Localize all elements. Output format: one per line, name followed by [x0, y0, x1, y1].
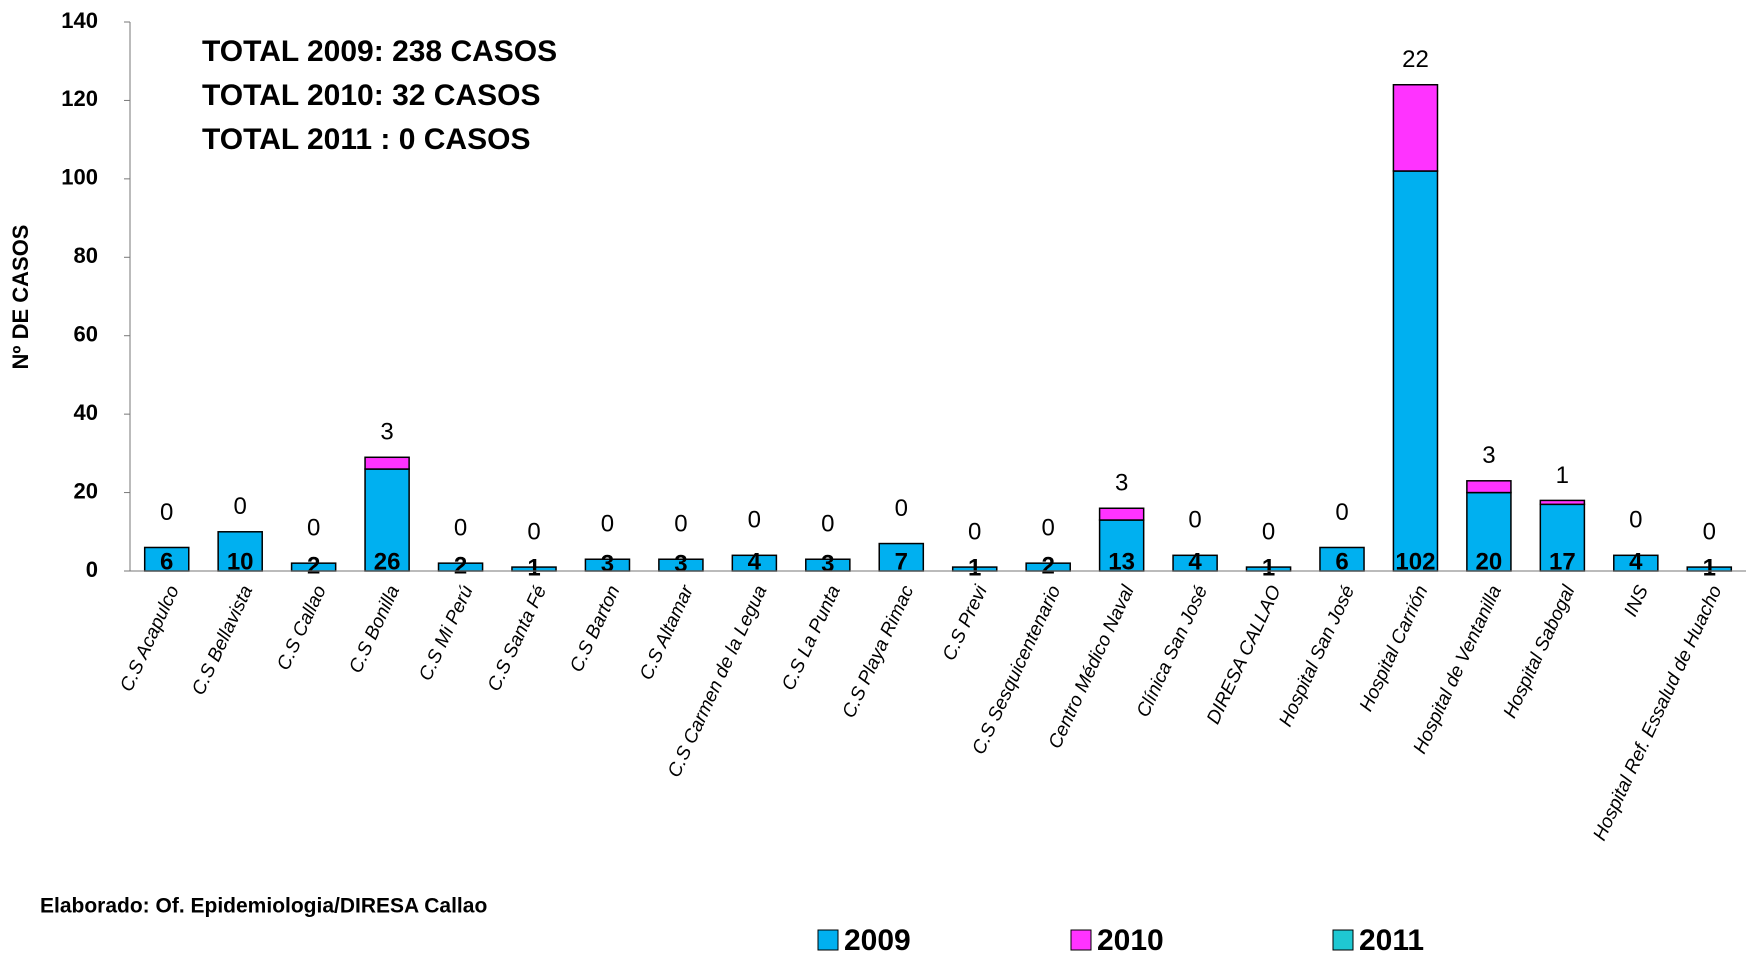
data-label: 2 — [454, 552, 467, 579]
data-label: 0 — [1335, 499, 1348, 526]
legend-swatch — [1332, 929, 1354, 951]
x-tick-label: Clínica San José — [1133, 582, 1212, 720]
x-tick-label: C.S Playa Rimac — [839, 582, 919, 721]
y-tick-label: 40 — [74, 400, 98, 425]
data-label: 3 — [1115, 470, 1128, 497]
annotation-box — [182, 16, 744, 206]
x-tick-label: C.S La Punta — [778, 582, 845, 693]
data-label: 0 — [307, 515, 320, 542]
bar-segment — [1466, 480, 1512, 494]
x-tick-label: C.S Altamar — [636, 582, 698, 684]
data-label: 0 — [968, 518, 981, 545]
data-label: 0 — [1262, 518, 1275, 545]
legend-swatch — [1070, 929, 1092, 951]
data-label: 0 — [1629, 507, 1642, 534]
data-label: 0 — [674, 511, 687, 538]
data-label: 1 — [1556, 462, 1569, 489]
data-label: 2 — [1042, 552, 1055, 579]
data-label: 0 — [748, 507, 761, 534]
y-tick-label: 100 — [61, 165, 98, 190]
x-tick-label: Hospital Carrión — [1356, 582, 1433, 714]
bar-segment — [1539, 499, 1586, 506]
x-tick-label: C.S Barton — [566, 582, 624, 675]
data-label: 0 — [454, 515, 467, 542]
x-tick-label: Hospital San José — [1275, 582, 1359, 730]
bar-segment — [1098, 507, 1145, 521]
x-tick-label: DIRESA CALLAO — [1203, 582, 1286, 727]
data-label: 1 — [968, 554, 981, 581]
x-tick-label: C.S Mi Perú — [415, 582, 477, 684]
bar-segment — [1392, 170, 1439, 572]
data-label: 7 — [895, 548, 908, 575]
data-label: 4 — [1188, 549, 1202, 576]
data-label: 3 — [380, 419, 393, 446]
annotation: TOTAL 2011 : 0 CASOS — [202, 123, 530, 156]
data-label: 6 — [1335, 548, 1348, 575]
legend-label: 2009 — [844, 924, 911, 957]
y-tick-label: 60 — [74, 322, 98, 347]
bar-segment — [364, 456, 410, 470]
data-label: 0 — [601, 511, 614, 538]
y-tick-label: 20 — [74, 478, 98, 503]
annotation: TOTAL 2009: 238 CASOS — [202, 35, 557, 68]
data-label: 3 — [1482, 442, 1495, 469]
x-tick-label: INS — [1620, 582, 1653, 620]
data-label: 0 — [527, 518, 540, 545]
x-tick-label: Hospital Sabogal — [1500, 582, 1580, 722]
x-tick-label: C.S Callao — [273, 582, 330, 673]
legend-label: 2010 — [1097, 924, 1164, 957]
bar-segment — [1392, 83, 1439, 172]
data-label: 0 — [234, 493, 247, 520]
data-label: 0 — [1042, 515, 1055, 542]
data-label: 0 — [821, 511, 834, 538]
y-tick-label: 0 — [86, 557, 98, 582]
y-tick-label: 140 — [61, 8, 98, 33]
bar-segment — [217, 531, 263, 572]
x-tick-label: C.S Acapulco — [116, 582, 183, 695]
x-tick-label: C.S Bonilla — [345, 582, 404, 676]
data-label: 0 — [160, 499, 173, 526]
data-label: 3 — [674, 550, 687, 577]
y-tick-label: 80 — [74, 243, 98, 268]
data-label: 3 — [601, 550, 614, 577]
x-tick-label: Hospital Ref. Essalud de Huacho — [1589, 582, 1726, 844]
data-label: 22 — [1402, 46, 1429, 73]
x-tick-label: C.S Previ — [939, 582, 992, 664]
annotation: TOTAL 2010: 32 CASOS — [202, 79, 540, 112]
y-axis-label: Nº DE CASOS — [8, 225, 33, 370]
x-tick-label: Centro Médico Naval — [1045, 582, 1139, 752]
data-label: 1 — [1262, 554, 1275, 581]
bar-segment — [1539, 503, 1586, 572]
bar-segment — [364, 468, 410, 572]
data-label: 1 — [1703, 554, 1716, 581]
data-label: 4 — [1629, 549, 1643, 576]
data-label: 0 — [1703, 518, 1716, 545]
data-label: 2 — [307, 552, 320, 579]
legend-swatch — [817, 929, 839, 951]
source: Elaborado: Of. Epidemiologia/DIRESA Call… — [40, 895, 487, 918]
legend-label: 2011 — [1359, 924, 1424, 957]
x-tick-label: C.S Santa Fé — [484, 582, 551, 694]
data-label: 1 — [527, 554, 540, 581]
data-label: 0 — [1188, 507, 1201, 534]
data-label: 3 — [821, 550, 834, 577]
y-tick-label: 120 — [61, 86, 98, 111]
bar-segment — [1098, 519, 1145, 572]
bar-segment — [1466, 491, 1512, 572]
x-tick-label: C.S Bellavista — [188, 582, 257, 698]
data-label: 0 — [895, 495, 908, 522]
bar-segment — [878, 542, 925, 572]
data-label: 4 — [748, 549, 762, 576]
data-label: 6 — [160, 548, 173, 575]
